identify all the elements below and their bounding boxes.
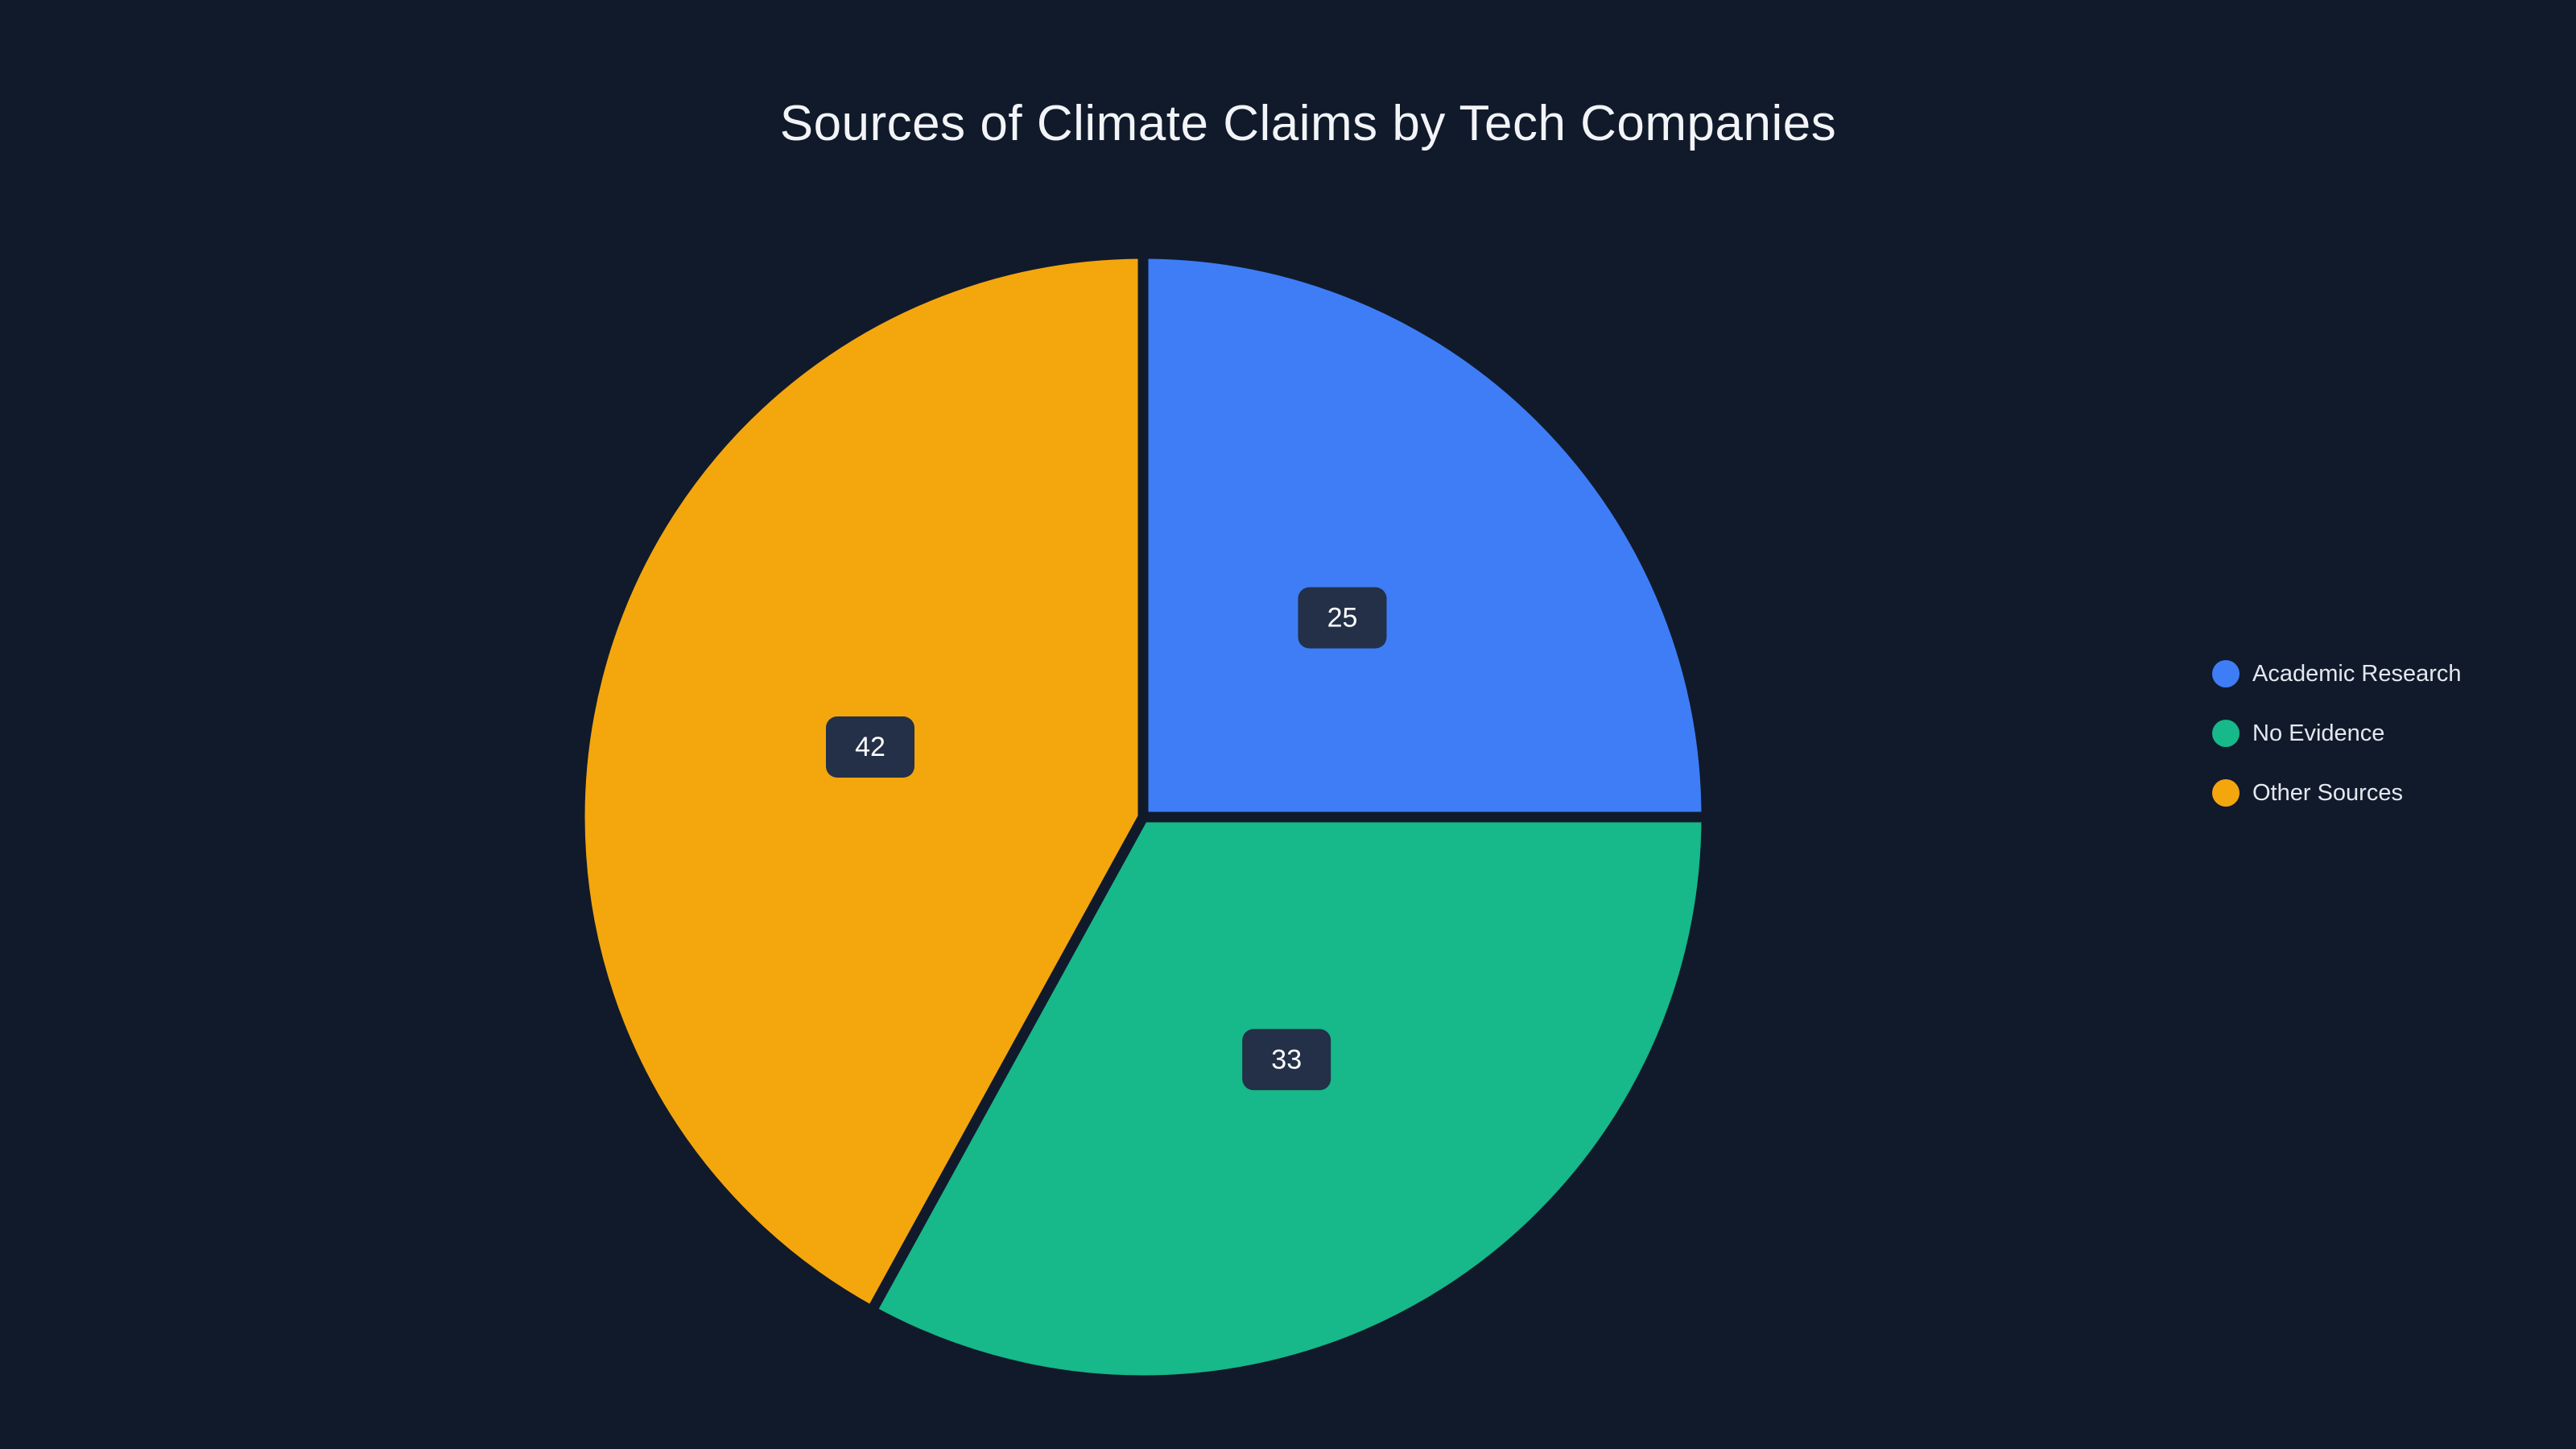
legend-swatch-other-sources-icon xyxy=(2212,779,2240,807)
pie-slice-other-sources[interactable] xyxy=(574,248,1149,1316)
slice-value-label: 33 xyxy=(1271,1044,1302,1075)
legend-item-other-sources[interactable]: Other Sources xyxy=(2212,763,2462,823)
legend-item-academic-research[interactable]: Academic Research xyxy=(2212,644,2462,704)
slice-value-chip-no-evidence: 33 xyxy=(1242,1029,1331,1091)
legend-label-academic-research: Academic Research xyxy=(2252,660,2462,687)
slice-value-chip-bg xyxy=(826,716,914,778)
chart-title: Sources of Climate Claims by Tech Compan… xyxy=(779,96,1837,151)
legend-label-no-evidence: No Evidence xyxy=(2252,720,2385,746)
legend-swatch-no-evidence-icon xyxy=(2212,720,2240,747)
slice-value-chip-bg xyxy=(1298,587,1387,649)
legend-swatch-academic-research-icon xyxy=(2212,660,2240,687)
pie-slice-no-evidence[interactable] xyxy=(866,811,1712,1386)
slice-value-chip-other-sources: 42 xyxy=(826,716,914,778)
pie-slice-academic-research[interactable] xyxy=(1137,248,1712,823)
legend-label-other-sources: Other Sources xyxy=(2252,779,2403,806)
slice-value-chip-bg xyxy=(1242,1029,1331,1091)
legend: Academic Research No Evidence Other Sour… xyxy=(2212,644,2462,823)
legend-item-no-evidence[interactable]: No Evidence xyxy=(2212,704,2462,763)
slice-value-label: 42 xyxy=(855,732,886,762)
slice-value-label: 25 xyxy=(1327,603,1358,634)
slice-value-chip-academic-research: 25 xyxy=(1298,587,1387,649)
